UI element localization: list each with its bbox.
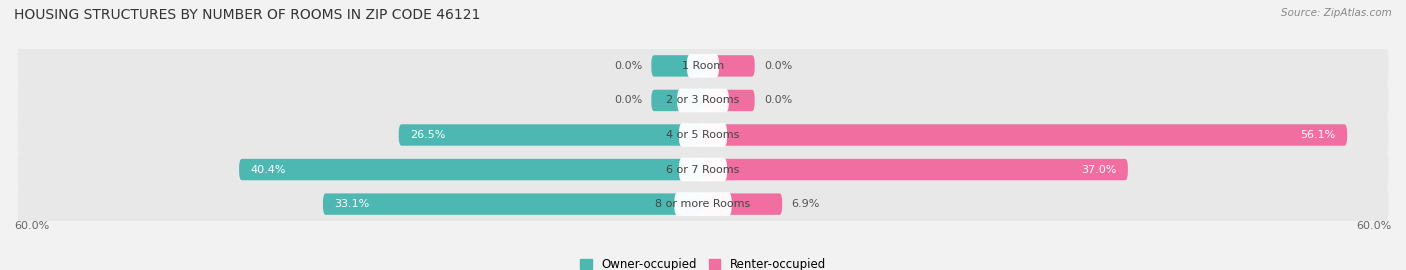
FancyBboxPatch shape <box>703 124 1347 146</box>
Text: 40.4%: 40.4% <box>250 164 285 175</box>
Text: 0.0%: 0.0% <box>614 95 643 106</box>
FancyBboxPatch shape <box>679 158 727 181</box>
FancyBboxPatch shape <box>651 90 703 111</box>
Text: 37.0%: 37.0% <box>1081 164 1116 175</box>
Text: HOUSING STRUCTURES BY NUMBER OF ROOMS IN ZIP CODE 46121: HOUSING STRUCTURES BY NUMBER OF ROOMS IN… <box>14 8 481 22</box>
Text: 0.0%: 0.0% <box>763 61 792 71</box>
FancyBboxPatch shape <box>323 193 703 215</box>
FancyBboxPatch shape <box>703 55 755 77</box>
FancyBboxPatch shape <box>703 90 755 111</box>
FancyBboxPatch shape <box>651 55 703 77</box>
FancyBboxPatch shape <box>17 113 1389 157</box>
Text: 2 or 3 Rooms: 2 or 3 Rooms <box>666 95 740 106</box>
Text: 60.0%: 60.0% <box>14 221 49 231</box>
Text: 0.0%: 0.0% <box>763 95 792 106</box>
Text: 26.5%: 26.5% <box>411 130 446 140</box>
Text: 1 Room: 1 Room <box>682 61 724 71</box>
Text: 8 or more Rooms: 8 or more Rooms <box>655 199 751 209</box>
FancyBboxPatch shape <box>678 89 728 112</box>
FancyBboxPatch shape <box>17 147 1389 192</box>
FancyBboxPatch shape <box>679 123 727 147</box>
FancyBboxPatch shape <box>703 193 782 215</box>
FancyBboxPatch shape <box>399 124 703 146</box>
FancyBboxPatch shape <box>17 182 1389 227</box>
FancyBboxPatch shape <box>703 159 1128 180</box>
Text: 60.0%: 60.0% <box>1357 221 1392 231</box>
FancyBboxPatch shape <box>688 54 718 78</box>
Text: 6.9%: 6.9% <box>792 199 820 209</box>
Text: 6 or 7 Rooms: 6 or 7 Rooms <box>666 164 740 175</box>
Text: 4 or 5 Rooms: 4 or 5 Rooms <box>666 130 740 140</box>
FancyBboxPatch shape <box>675 192 731 216</box>
Text: 56.1%: 56.1% <box>1301 130 1336 140</box>
Legend: Owner-occupied, Renter-occupied: Owner-occupied, Renter-occupied <box>575 254 831 270</box>
Text: 0.0%: 0.0% <box>614 61 643 71</box>
Text: Source: ZipAtlas.com: Source: ZipAtlas.com <box>1281 8 1392 18</box>
FancyBboxPatch shape <box>17 78 1389 123</box>
Text: 33.1%: 33.1% <box>335 199 370 209</box>
FancyBboxPatch shape <box>17 43 1389 88</box>
FancyBboxPatch shape <box>239 159 703 180</box>
